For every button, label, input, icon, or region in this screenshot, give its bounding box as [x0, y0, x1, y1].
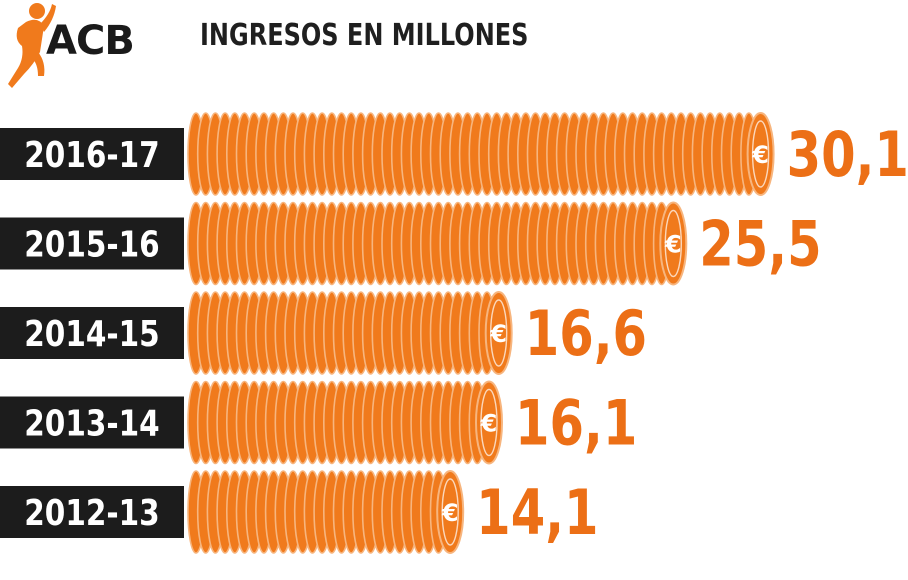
category-label-band — [0, 307, 184, 359]
value-label: 30,1 — [787, 120, 908, 192]
coin-front-rim — [441, 478, 459, 546]
category-label: 2015-16 — [24, 223, 159, 266]
category-label-band — [0, 486, 184, 538]
value-label: 16,6 — [525, 299, 647, 371]
acb-logo: ACB — [4, 2, 154, 90]
bar-row: 2015-16 €25,5 — [0, 201, 822, 286]
coin-front-rim — [751, 120, 770, 188]
coin-front-rim — [480, 388, 498, 457]
euro-icon: € — [441, 499, 459, 527]
bar-coin-stack — [187, 291, 496, 375]
bar-coin-stack — [187, 380, 487, 465]
category-label-band — [0, 396, 184, 449]
logo-text: ACB — [46, 18, 135, 64]
category-label: 2016-17 — [24, 133, 159, 176]
category-label: 2014-15 — [24, 312, 159, 355]
euro-icon: € — [489, 320, 507, 348]
chart-title: INGRESOS EN MILLONES — [200, 18, 529, 53]
bar-coin-stack — [187, 112, 758, 196]
category-label: 2012-13 — [24, 491, 159, 534]
value-label: 25,5 — [699, 209, 821, 281]
euro-icon: € — [751, 141, 769, 169]
category-label: 2013-14 — [24, 402, 159, 445]
bar-coin-stack — [187, 470, 448, 554]
value-label: 14,1 — [476, 478, 598, 550]
euro-icon: € — [480, 410, 498, 438]
euro-icon: € — [664, 231, 682, 259]
bar-row: 2012-13 €14,1 — [0, 470, 599, 554]
bar-coin-stack — [187, 201, 671, 286]
category-label-band — [0, 128, 184, 180]
chart-header: ACB INGRESOS EN MILLONES — [0, 0, 908, 90]
value-label: 16,1 — [515, 388, 637, 460]
category-label-band — [0, 217, 184, 270]
basketball-player-icon — [8, 3, 56, 88]
bar-row: 2013-14 €16,1 — [0, 380, 637, 465]
bar-row: 2014-15 €16,6 — [0, 291, 647, 375]
coin-front-rim — [490, 299, 508, 367]
bar-row: 2016-17 €30,1 — [0, 112, 908, 196]
coin-front-rim — [664, 209, 682, 278]
